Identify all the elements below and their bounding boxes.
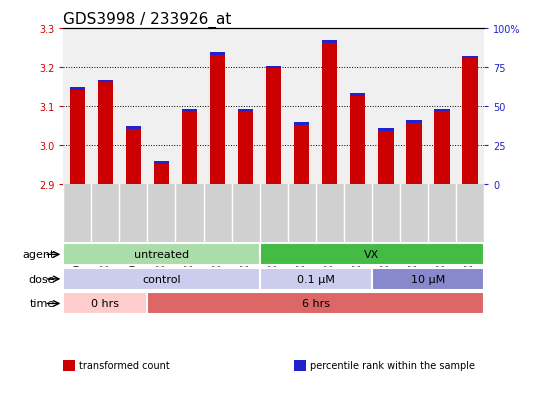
Bar (378, 129, 394, 131)
Bar (434, 111, 450, 185)
Bar (69, 89, 85, 185)
Text: dose: dose (29, 274, 55, 284)
Text: 0 hrs: 0 hrs (91, 299, 119, 309)
Bar (125, 127, 141, 129)
Text: time: time (30, 299, 55, 309)
Bar (238, 111, 254, 185)
Text: untreated: untreated (134, 250, 189, 260)
Text: 0.1 μM: 0.1 μM (297, 274, 334, 284)
FancyBboxPatch shape (260, 268, 372, 290)
Bar (406, 121, 422, 123)
Text: transformed count: transformed count (79, 361, 169, 370)
Bar (97, 81, 113, 185)
Text: GDS3998 / 233926_at: GDS3998 / 233926_at (63, 12, 232, 28)
Bar (182, 109, 197, 112)
Bar (238, 109, 254, 112)
Text: control: control (142, 274, 181, 284)
Bar (153, 162, 169, 164)
FancyBboxPatch shape (260, 244, 484, 266)
Bar (125, 128, 141, 185)
Bar (322, 41, 338, 44)
FancyBboxPatch shape (147, 293, 484, 315)
Text: agent: agent (23, 250, 55, 260)
Text: percentile rank within the sample: percentile rank within the sample (310, 361, 475, 370)
Bar (69, 88, 85, 90)
Bar (210, 53, 226, 55)
Text: VX: VX (364, 250, 380, 260)
Bar (294, 124, 310, 185)
Bar (266, 66, 282, 69)
Bar (210, 54, 226, 185)
FancyBboxPatch shape (63, 244, 260, 266)
Bar (182, 111, 197, 185)
Bar (350, 95, 366, 185)
Bar (266, 68, 282, 185)
Bar (322, 43, 338, 185)
Text: 10 μM: 10 μM (411, 274, 445, 284)
Bar (97, 80, 113, 83)
Bar (462, 58, 478, 185)
Bar (294, 123, 310, 126)
FancyBboxPatch shape (63, 268, 260, 290)
FancyBboxPatch shape (372, 268, 484, 290)
FancyBboxPatch shape (63, 293, 147, 315)
Bar (462, 57, 478, 59)
Bar (153, 163, 169, 185)
Bar (434, 109, 450, 112)
Bar (378, 130, 394, 185)
Bar (350, 94, 366, 96)
Text: 6 hrs: 6 hrs (302, 299, 329, 309)
Bar (406, 122, 422, 185)
